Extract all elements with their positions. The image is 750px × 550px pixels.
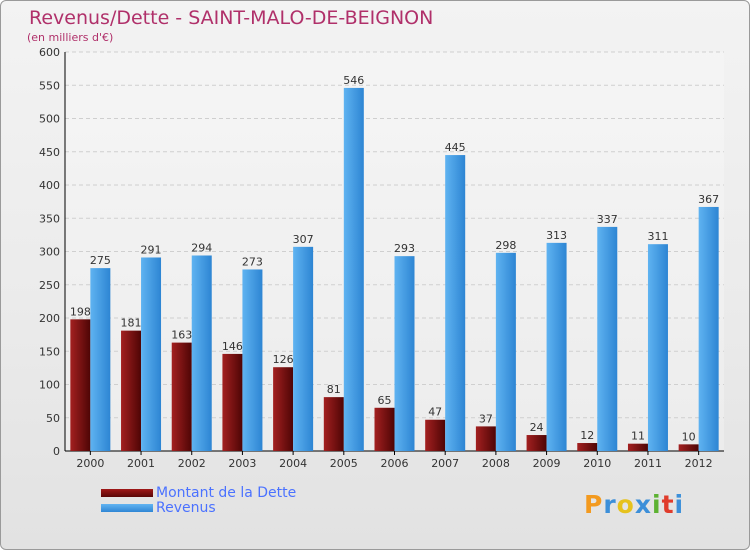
bar-dette <box>273 367 294 451</box>
x-tick-label: 2002 <box>178 457 206 470</box>
chart-subtitle: (en milliers d'€) <box>27 31 114 44</box>
legend-label-revenus: Revenus <box>156 500 216 516</box>
data-label-dette: 81 <box>327 383 341 396</box>
bar-revenus <box>293 246 314 451</box>
data-label-revenus: 445 <box>445 141 466 154</box>
data-label-revenus: 367 <box>698 193 719 206</box>
bar-dette <box>577 443 598 451</box>
y-tick-label: 250 <box>39 279 60 292</box>
bar-dette <box>121 330 142 451</box>
bar-revenus <box>698 206 719 451</box>
logo-letter: i <box>652 490 662 519</box>
bar-revenus <box>394 256 415 451</box>
data-label-revenus: 298 <box>495 239 516 252</box>
data-label-dette: 12 <box>580 429 594 442</box>
y-tick-label: 350 <box>39 212 60 225</box>
y-tick-label: 200 <box>39 312 60 325</box>
data-label-dette: 181 <box>121 317 142 330</box>
bar-dette <box>627 443 648 451</box>
bar-dette <box>374 407 395 451</box>
data-label-revenus: 291 <box>141 243 162 256</box>
x-tick-label: 2000 <box>76 457 104 470</box>
x-tick-label: 2010 <box>583 457 611 470</box>
data-label-dette: 198 <box>70 305 91 318</box>
x-tick-label: 2009 <box>533 457 561 470</box>
bar-dette <box>526 435 547 451</box>
bar-revenus <box>597 226 618 451</box>
bar-dette <box>323 397 344 451</box>
bar-dette <box>425 419 446 451</box>
data-label-dette: 37 <box>479 412 493 425</box>
logo-letter: i <box>674 490 685 519</box>
y-tick-label: 400 <box>39 179 60 192</box>
y-tick-label: 550 <box>39 79 60 92</box>
y-tick-label: 450 <box>39 146 60 159</box>
bar-revenus <box>343 87 364 451</box>
bar-revenus <box>141 257 162 451</box>
bar-revenus <box>90 268 111 451</box>
data-label-revenus: 293 <box>394 242 415 255</box>
x-tick-label: 2001 <box>127 457 155 470</box>
legend-swatch-revenus <box>101 504 153 512</box>
logo-letter: r <box>603 490 617 519</box>
x-tick-label: 2006 <box>381 457 409 470</box>
x-tick-label: 2008 <box>482 457 510 470</box>
data-label-revenus: 294 <box>191 241 212 254</box>
data-label-dette: 11 <box>631 430 645 443</box>
x-tick-label: 2003 <box>228 457 256 470</box>
bar-revenus <box>647 244 668 451</box>
proxiti-logo: Proxiti <box>584 490 684 519</box>
y-tick-label: 150 <box>39 345 60 358</box>
data-label-dette: 65 <box>378 394 392 407</box>
logo-letter: x <box>634 490 652 519</box>
x-tick-label: 2004 <box>279 457 307 470</box>
data-label-dette: 10 <box>682 430 696 443</box>
bar-revenus <box>445 155 466 451</box>
logo-letter: t <box>661 490 675 519</box>
x-tick-label: 2005 <box>330 457 358 470</box>
bar-dette <box>475 426 496 451</box>
data-label-revenus: 313 <box>546 229 567 242</box>
x-tick-label: 2011 <box>634 457 662 470</box>
bar-revenus <box>242 269 263 451</box>
data-label-revenus: 311 <box>647 230 668 243</box>
data-label-revenus: 337 <box>597 213 618 226</box>
y-tick-label: 0 <box>53 445 60 458</box>
y-tick-label: 500 <box>39 113 60 126</box>
data-label-dette: 24 <box>530 421 544 434</box>
logo-letter: P <box>584 490 604 519</box>
y-tick-label: 600 <box>39 46 60 59</box>
bar-revenus <box>191 255 212 451</box>
data-label-dette: 126 <box>273 353 294 366</box>
data-label-revenus: 273 <box>242 255 263 268</box>
legend-swatch-dette <box>101 489 153 497</box>
bar-dette <box>678 444 699 451</box>
data-label-revenus: 275 <box>90 254 111 267</box>
bar-dette <box>70 319 91 451</box>
x-tick-label: 2012 <box>685 457 713 470</box>
chart-title: Revenus/Dette - SAINT-MALO-DE-BEIGNON <box>29 7 434 29</box>
data-label-revenus: 546 <box>343 74 364 87</box>
data-label-dette: 146 <box>222 340 243 353</box>
y-tick-label: 50 <box>46 412 60 425</box>
data-label-revenus: 307 <box>293 233 314 246</box>
bar-revenus <box>495 252 516 451</box>
bar-revenus <box>546 242 567 451</box>
x-tick-label: 2007 <box>431 457 459 470</box>
data-label-dette: 163 <box>171 329 192 342</box>
legend-label-dette: Montant de la Dette <box>156 485 297 501</box>
logo-letter: o <box>616 490 635 519</box>
y-tick-label: 100 <box>39 379 60 392</box>
y-tick-label: 300 <box>39 246 60 259</box>
bar-dette <box>222 353 243 451</box>
data-label-dette: 47 <box>428 406 442 419</box>
bar-dette <box>171 342 192 451</box>
